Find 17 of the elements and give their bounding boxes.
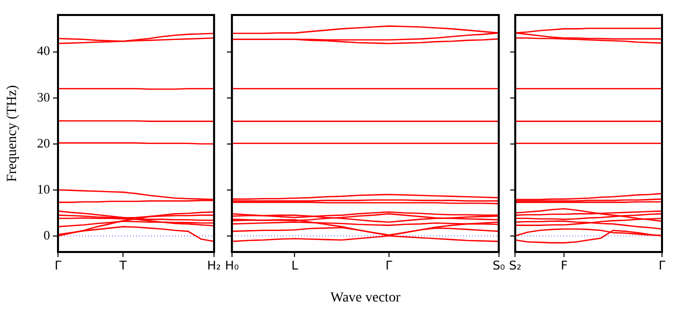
x-tick-label: Γ (658, 258, 666, 272)
x-tick-label: L (291, 258, 298, 272)
y-tick-label: 10 (37, 181, 50, 196)
y-tick-label: 40 (37, 43, 50, 58)
x-tick-label: T (118, 258, 128, 272)
x-tick-label: H₀ (224, 258, 240, 272)
x-tick-label: S₂ (508, 258, 522, 272)
x-tick-label: Γ (386, 258, 393, 272)
y-tick-label: 30 (37, 89, 50, 104)
x-tick-label: H₂ (207, 258, 222, 272)
y-axis-title: Frequency (THz) (5, 84, 20, 182)
x-tick-label: Γ (54, 258, 62, 272)
x-tick-label: F (560, 258, 568, 272)
x-tick-label: S₀ (492, 258, 506, 272)
y-tick-label: 20 (37, 135, 50, 150)
y-tick-label: 0 (44, 227, 50, 242)
x-axis-title: Wave vector (330, 290, 401, 306)
